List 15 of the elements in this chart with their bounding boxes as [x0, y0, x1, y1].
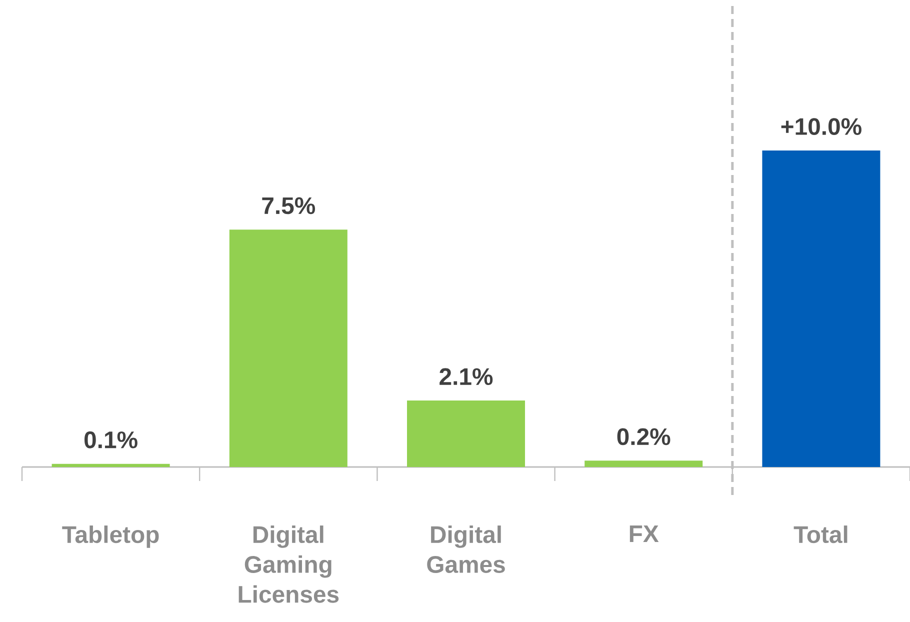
bar [52, 464, 170, 467]
x-tick-label: Tabletop [62, 526, 159, 548]
data-label: +10.0% [781, 118, 862, 136]
bar [407, 400, 526, 467]
x-tick-label: Digital Games [427, 526, 505, 573]
x-tick-label: Digital Gaming Licenses [238, 526, 339, 603]
data-label: 0.2% [617, 428, 670, 446]
bar [762, 150, 880, 467]
x-tick-label: Total [794, 526, 848, 544]
data-label: 0.1% [84, 431, 138, 448]
x-tick-label: FX [630, 526, 659, 542]
bar [229, 230, 348, 467]
bar [584, 460, 703, 467]
data-label: 2.1% [440, 368, 493, 386]
data-label: 7.5% [262, 197, 316, 214]
